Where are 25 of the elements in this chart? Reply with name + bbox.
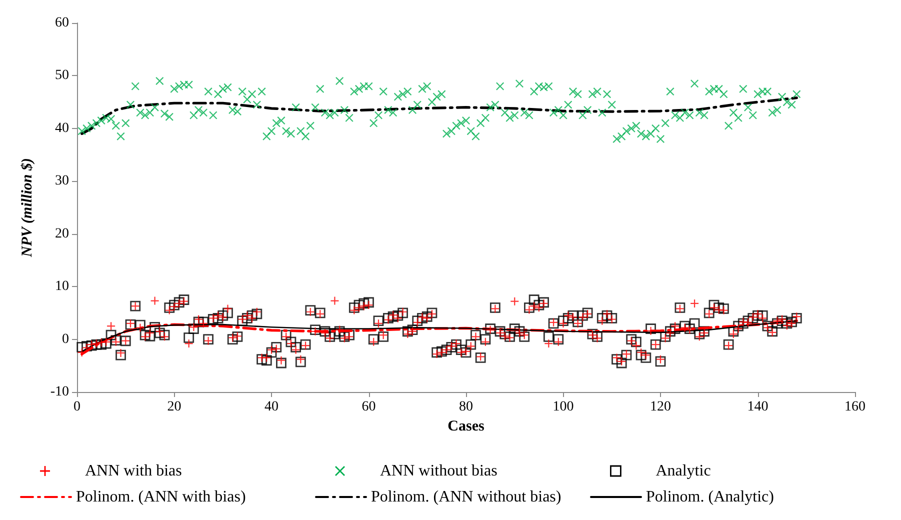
x-tick-label: 40 (264, 400, 278, 414)
legend-label: Polinom. (ANN without bias) (371, 488, 562, 506)
x-tick-label: 120 (650, 400, 671, 414)
x-tick-label: 160 (844, 400, 866, 414)
y-tick-label: -10 (50, 384, 69, 400)
y-axis-title: NPV (million $) (20, 158, 36, 258)
legend-label: ANN without bias (380, 462, 498, 480)
x-tick-label: 100 (552, 400, 574, 414)
x-tick-label: 140 (747, 400, 768, 414)
x-tick-label: 60 (362, 400, 376, 414)
y-tick-label: 10 (55, 279, 69, 294)
y-tick-label: 60 (55, 16, 69, 30)
y-tick-label: 40 (55, 120, 69, 136)
y-tick-label: 30 (55, 174, 69, 189)
x-tick-label: 80 (459, 400, 473, 414)
legend-label: Polinom. (Analytic) (646, 488, 774, 506)
x-axis-title: Cases (448, 418, 484, 434)
legend-label: Analytic (656, 462, 711, 480)
legend-label: Polinom. (ANN with bias) (76, 488, 246, 506)
x-tick-label: 20 (167, 400, 182, 414)
x-tick-label: 0 (74, 400, 80, 414)
legend-label: ANN with bias (85, 462, 182, 480)
y-tick-label: 0 (62, 332, 69, 347)
y-tick-label: 20 (55, 226, 69, 242)
y-tick-label: 50 (55, 68, 69, 84)
